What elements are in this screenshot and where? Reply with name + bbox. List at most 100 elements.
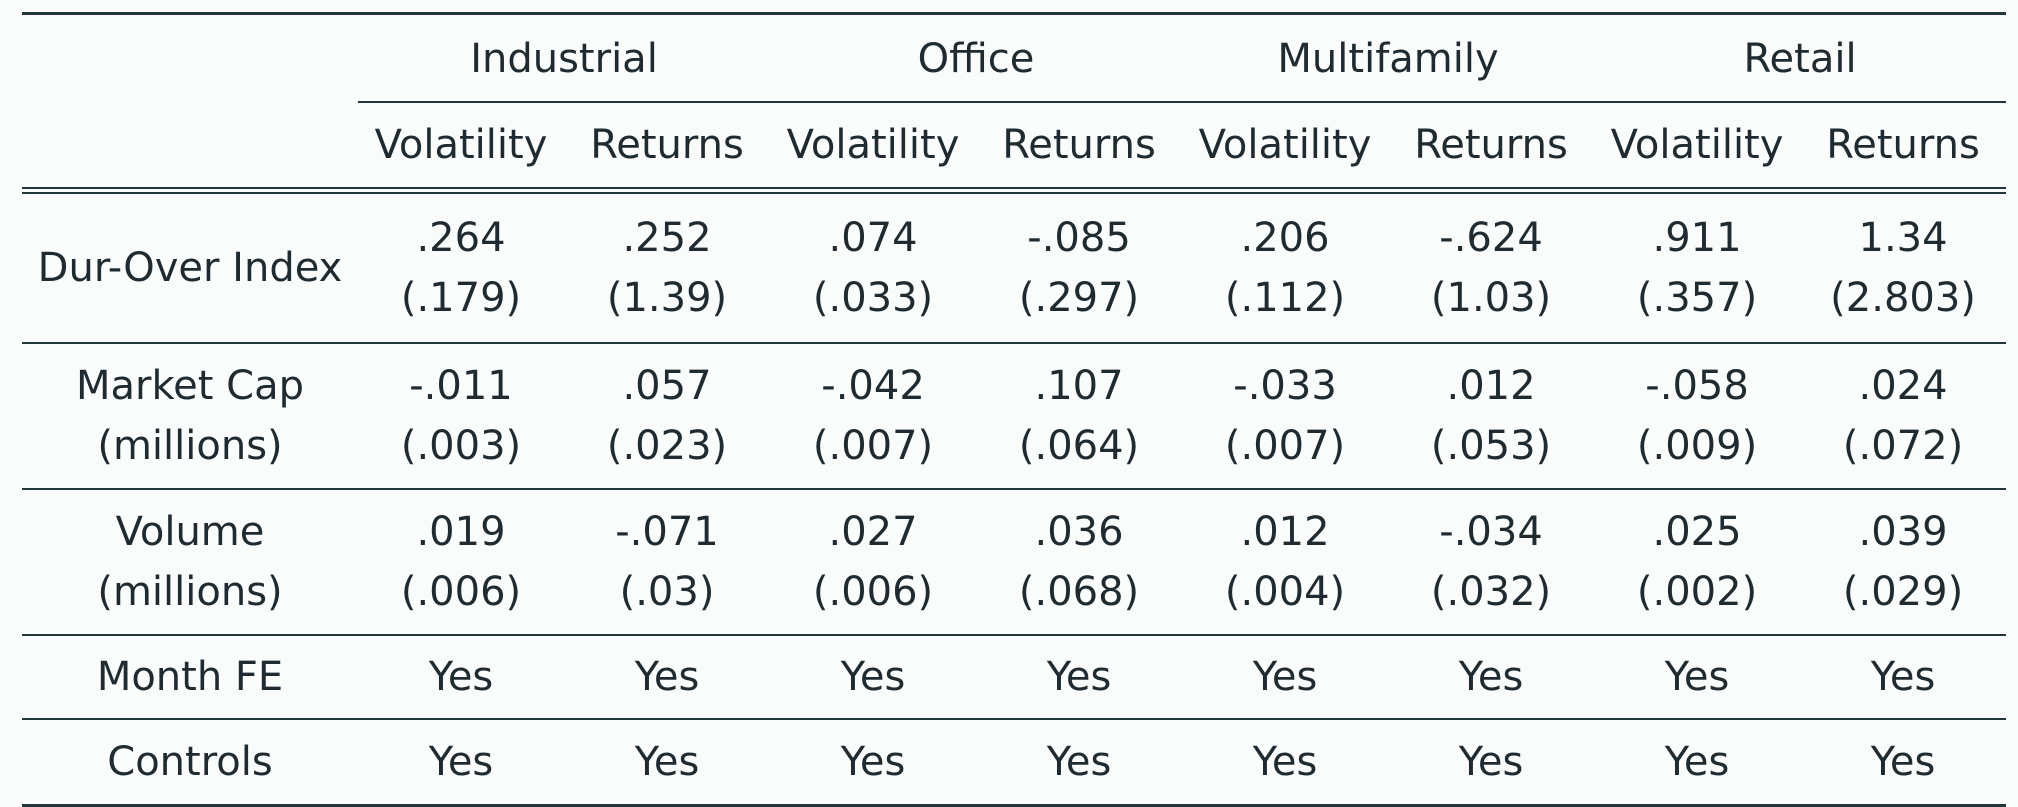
group-header-multifamily: Multifamily <box>1182 13 1595 103</box>
coef-value: -.042 <box>821 363 925 409</box>
table-cell: .024 (.072) <box>1800 343 2007 490</box>
table-cell: Yes <box>976 635 1183 720</box>
coef-value: .911 <box>1652 215 1742 261</box>
table-cell: Yes <box>1388 635 1595 720</box>
table-cell: -.034 (.032) <box>1388 489 1595 636</box>
row-label: Market Cap (millions) <box>22 343 358 490</box>
coef-value: .036 <box>1034 509 1124 555</box>
row-label-text: Dur-Over Index <box>37 245 343 291</box>
table-cell: Yes <box>1800 635 2007 720</box>
table-cell: .107 (.064) <box>976 343 1183 490</box>
table-row-market-cap: Market Cap (millions) -.011 (.003) .057 (.0… <box>22 343 2007 490</box>
subheader-retail-returns: Returns <box>1800 102 2007 194</box>
se-value: (.006) <box>400 569 522 615</box>
se-value: (2.803) <box>1830 275 1976 321</box>
table-row-dur-over-index: Dur-Over Index .264 (.179) .252 (1.39) .07… <box>22 190 2007 344</box>
se-value: (.032) <box>1430 569 1552 615</box>
table-cell: Yes <box>358 719 564 807</box>
table-cell: Yes <box>1594 719 1801 807</box>
se-value: (.033) <box>812 275 934 321</box>
subheader-office-volatility: Volatility <box>770 102 977 194</box>
coef-value: .252 <box>622 215 712 261</box>
table-cell: Yes <box>1594 635 1801 720</box>
se-value: (.002) <box>1636 569 1758 615</box>
row-label-unit: (millions) <box>97 423 283 469</box>
table-cell: .252 (1.39) <box>564 190 771 344</box>
table-cell: .206 (.112) <box>1182 190 1389 344</box>
se-value: (.029) <box>1842 569 1964 615</box>
coef-value: -.011 <box>409 363 513 409</box>
table-cell: .012 (.004) <box>1182 489 1389 636</box>
coef-value: .019 <box>416 509 506 555</box>
group-header-row: Industrial Office Multifamily Retail <box>22 13 2007 103</box>
subheader-industrial-volatility: Volatility <box>358 102 564 194</box>
coef-value: .057 <box>622 363 712 409</box>
table-cell: Yes <box>1182 635 1389 720</box>
se-value: (.357) <box>1636 275 1758 321</box>
table-cell: .057 (.023) <box>564 343 771 490</box>
table-cell: Yes <box>564 635 771 720</box>
coef-value: -.624 <box>1439 215 1543 261</box>
coef-value: .264 <box>416 215 506 261</box>
header-corner <box>22 14 358 103</box>
coef-value: -.033 <box>1233 363 1337 409</box>
subheader-multifamily-returns: Returns <box>1388 102 1595 194</box>
group-header-retail: Retail <box>1594 13 2007 103</box>
table-cell: -.071 (.03) <box>564 489 771 636</box>
row-label: Dur-Over Index <box>22 190 358 344</box>
row-label-text: Volume <box>115 509 265 555</box>
table-cell: -.085 (.297) <box>976 190 1183 344</box>
coef-value: -.085 <box>1027 215 1131 261</box>
coef-value: -.071 <box>615 509 719 555</box>
coef-value: .074 <box>828 215 918 261</box>
table-cell: 1.34 (2.803) <box>1800 190 2007 344</box>
table-row-volume: Volume (millions) .019 (.006) -.071 (.03) .… <box>22 489 2007 636</box>
subheader-row: Volatility Returns Volatility Returns Vo… <box>22 102 2007 194</box>
table-cell: .027 (.006) <box>770 489 977 636</box>
se-value: (.053) <box>1430 423 1552 469</box>
coef-value: .012 <box>1240 509 1330 555</box>
table-row-controls: Controls Yes Yes Yes Yes Yes Yes Yes Yes <box>22 719 2007 807</box>
table-cell: -.011 (.003) <box>358 343 564 490</box>
se-value: (.03) <box>619 569 715 615</box>
table-cell: Yes <box>1388 719 1595 807</box>
se-value: (.004) <box>1224 569 1346 615</box>
coef-value: -.034 <box>1439 509 1543 555</box>
se-value: (1.39) <box>606 275 728 321</box>
se-value: (1.03) <box>1430 275 1552 321</box>
coef-value: .039 <box>1858 509 1948 555</box>
table-cell: Yes <box>358 635 564 720</box>
subheader-office-returns: Returns <box>976 102 1183 194</box>
table-cell: Yes <box>1800 719 2007 807</box>
se-value: (.064) <box>1018 423 1140 469</box>
se-value: (.007) <box>1224 423 1346 469</box>
table-cell: .019 (.006) <box>358 489 564 636</box>
row-label-text: Market Cap <box>75 363 305 409</box>
table-cell: .039 (.029) <box>1800 489 2007 636</box>
regression-table-container: Industrial Office Multifamily Retail Vol… <box>22 12 2007 807</box>
row-label: Volume (millions) <box>22 489 358 636</box>
table-cell: -.033 (.007) <box>1182 343 1389 490</box>
subheader-multifamily-volatility: Volatility <box>1182 102 1389 194</box>
table-cell: Yes <box>976 719 1183 807</box>
table-cell: .911 (.357) <box>1594 190 1801 344</box>
table-cell: Yes <box>770 635 977 720</box>
coef-value: .027 <box>828 509 918 555</box>
table-cell: -.058 (.009) <box>1594 343 1801 490</box>
row-label-unit: (millions) <box>97 569 283 615</box>
coef-value: .206 <box>1240 215 1330 261</box>
subheader-industrial-returns: Returns <box>564 102 771 194</box>
group-header-industrial: Industrial <box>358 13 771 103</box>
subheader-retail-volatility: Volatility <box>1594 102 1801 194</box>
coef-value: -.058 <box>1645 363 1749 409</box>
table-cell: .264 (.179) <box>358 190 564 344</box>
se-value: (.009) <box>1636 423 1758 469</box>
group-header-office: Office <box>770 13 1183 103</box>
se-value: (.112) <box>1224 275 1346 321</box>
row-label: Controls <box>22 719 358 807</box>
regression-table: Industrial Office Multifamily Retail Vol… <box>22 12 2007 807</box>
se-value: (.072) <box>1842 423 1964 469</box>
table-cell: .074 (.033) <box>770 190 977 344</box>
coef-value: .012 <box>1446 363 1536 409</box>
table-cell: Yes <box>564 719 771 807</box>
